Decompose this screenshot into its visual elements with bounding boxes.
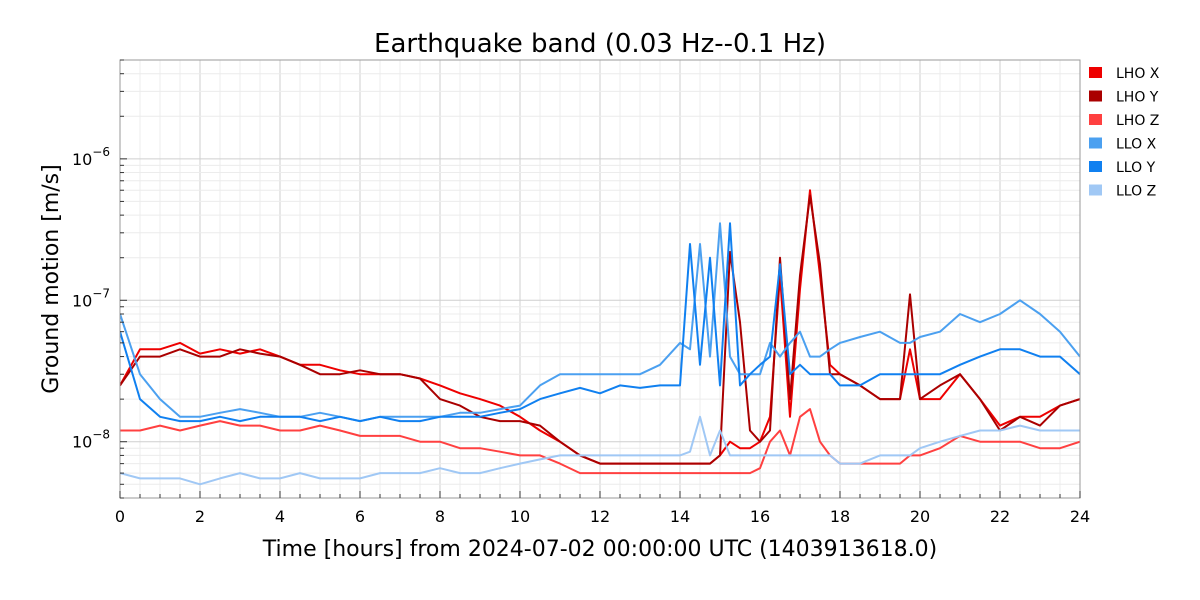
x-tick-label: 2: [195, 507, 205, 526]
x-tick-label: 16: [750, 507, 770, 526]
legend-swatch: [1089, 90, 1102, 102]
legend-item: LHO X: [1089, 66, 1160, 82]
legend-swatch: [1089, 184, 1102, 196]
x-tick-label: 4: [275, 507, 285, 526]
legend-label: LLO X: [1116, 137, 1157, 153]
x-tick-label: 12: [590, 507, 610, 526]
x-tick-label: 10: [510, 507, 530, 526]
series-layer: [120, 189, 1080, 486]
series-line-lho-z: [120, 408, 1080, 475]
legend-label: LLO Y: [1116, 160, 1156, 176]
legend-label: LHO X: [1116, 66, 1160, 82]
x-tick-label: 0: [115, 507, 125, 526]
legend-swatch: [1089, 161, 1102, 172]
chart-title: Earthquake band (0.03 Hz--0.1 Hz): [374, 29, 826, 59]
legend-label: LHO Z: [1116, 113, 1159, 129]
legend-item: LLO Z: [1089, 184, 1156, 200]
x-tick-label: 24: [1070, 507, 1090, 526]
series-line-llo-z: [120, 415, 1080, 486]
series-line-llo-x: [120, 222, 1080, 423]
legend-swatch: [1089, 67, 1102, 78]
y-tick-label: 10−7: [72, 286, 110, 310]
y-axis-label: Ground motion [m/s]: [39, 164, 64, 393]
legend-item: LLO X: [1089, 137, 1157, 153]
y-tick-label: 10−8: [72, 428, 110, 452]
legend-item: LLO Y: [1089, 160, 1156, 176]
legend: LHO X LHO Y LHO Z LLO X LLO Y LLO Z: [1089, 66, 1160, 200]
y-tick-labels: 10−8 10−7 10−6: [72, 145, 110, 452]
x-tick-label: 14: [670, 507, 690, 526]
x-tick-labels: 0 2 4 6 8 10 12 14 16 18 20 22 24: [115, 507, 1090, 526]
legend-item: LHO Y: [1089, 90, 1159, 106]
legend-item: LHO Z: [1089, 113, 1159, 129]
legend-swatch: [1089, 114, 1102, 125]
x-tick-label: 22: [990, 507, 1010, 526]
x-tick-label: 18: [830, 507, 850, 526]
x-tick-label: 20: [910, 507, 930, 526]
grid: [119, 59, 1081, 499]
ticks: [119, 59, 1081, 499]
legend-label: LHO Y: [1116, 90, 1159, 106]
series-line-llo-y: [120, 222, 1080, 423]
x-tick-label: 6: [355, 507, 365, 526]
x-tick-label: 8: [435, 507, 445, 526]
legend-swatch: [1089, 137, 1102, 149]
y-tick-label: 10−6: [72, 145, 110, 169]
x-axis-label: Time [hours] from 2024-07-02 00:00:00 UT…: [262, 537, 937, 562]
legend-label: LLO Z: [1116, 184, 1156, 200]
series-line-lho-y: [120, 194, 1080, 465]
